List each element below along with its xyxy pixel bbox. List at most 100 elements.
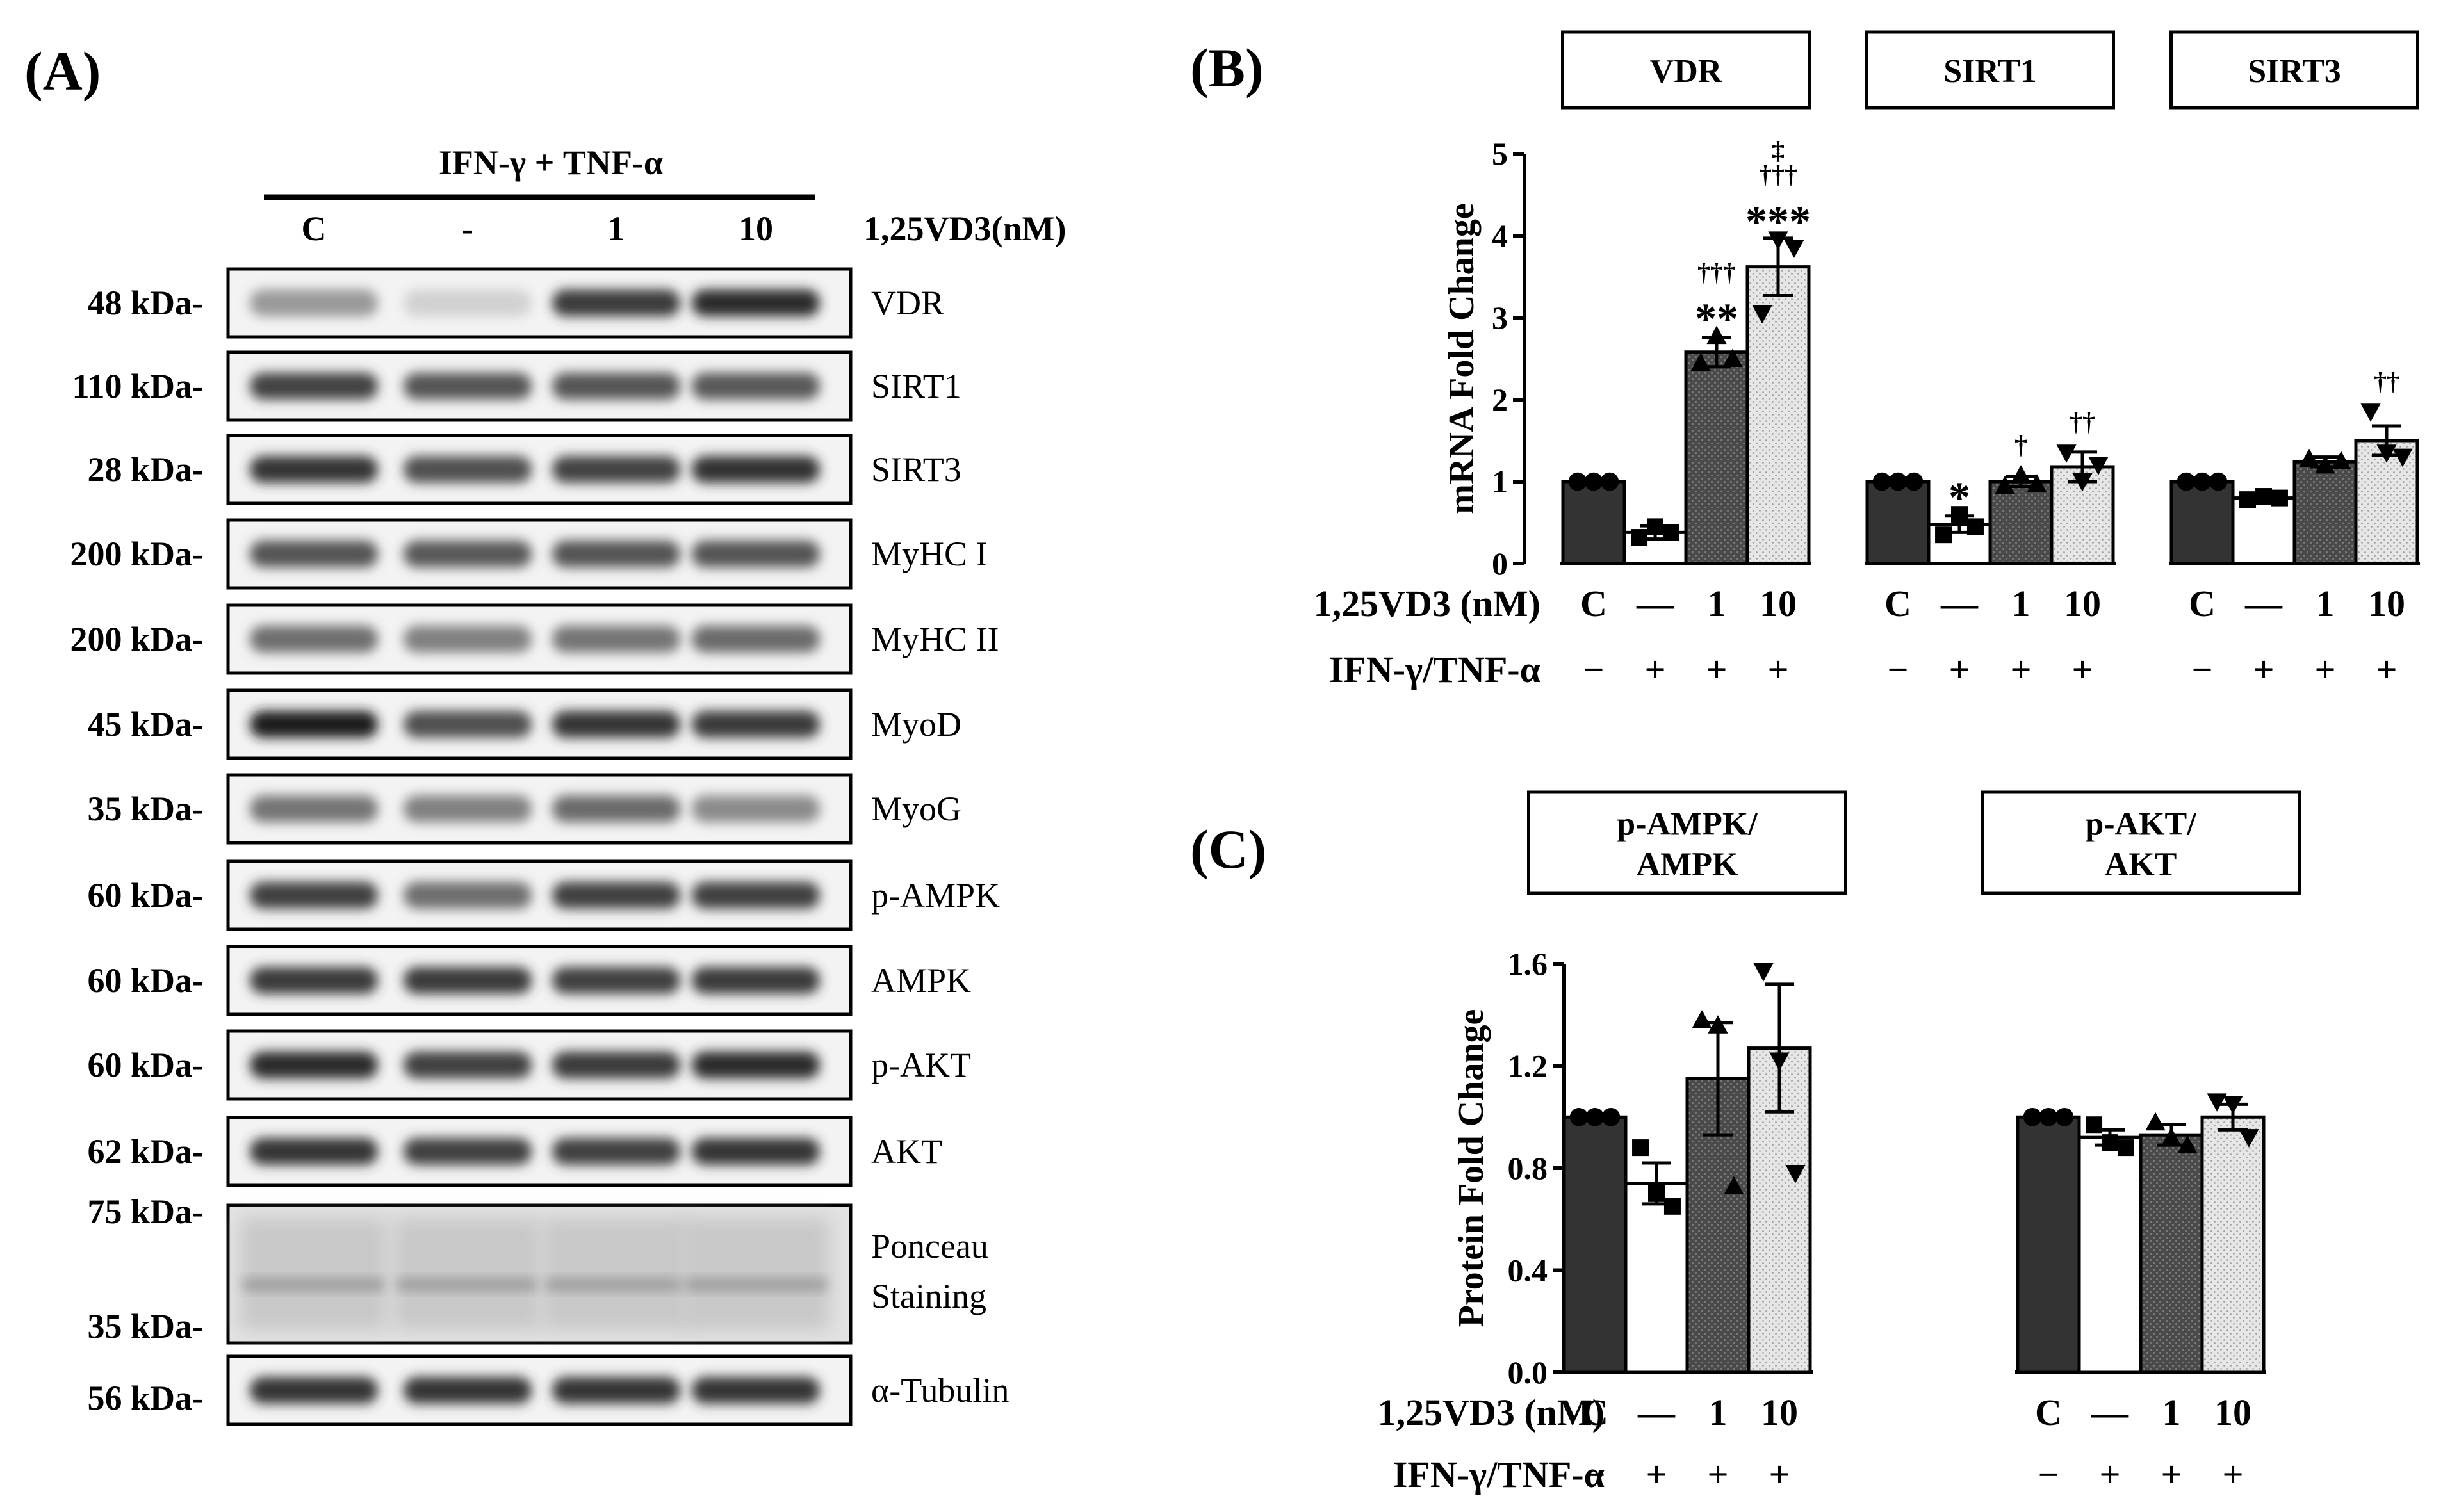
- blot-band: [250, 541, 378, 567]
- significance-mark: †: [2014, 430, 2027, 459]
- panel-label-b: (B): [1190, 37, 1264, 99]
- y-tick-label: 0.0: [1508, 1354, 1548, 1390]
- panel-label-c: (C): [1190, 818, 1266, 880]
- y-tick-label: 4: [1492, 218, 1508, 254]
- data-point: [1568, 472, 1587, 491]
- group-title-box: [2169, 30, 2419, 110]
- x-category-label: —: [1940, 583, 1979, 624]
- data-point: [2223, 1096, 2243, 1114]
- treatment-sign: −: [1584, 1454, 1605, 1495]
- treatment-sign: +: [2376, 649, 2397, 690]
- group-title-box: [1561, 30, 1811, 110]
- blot-band: [552, 1052, 680, 1078]
- x-category-label: 1: [2012, 583, 2030, 624]
- x-category-label: C: [1580, 583, 1607, 624]
- ponceau-smear: [682, 1218, 829, 1330]
- blot-band: [552, 541, 680, 567]
- panel-label-a: (A): [24, 40, 101, 102]
- blot-band: [692, 456, 820, 483]
- treatment-sign: +: [1644, 649, 1665, 690]
- bar: [1561, 480, 1626, 565]
- molecular-weight-label: 35 kDa-: [87, 1307, 204, 1345]
- blot-band: [404, 373, 532, 400]
- data-point: [2177, 472, 2196, 491]
- y-tick-label: 2: [1492, 382, 1508, 418]
- data-point: [2177, 1135, 2198, 1154]
- y-tick-label: 0.4: [1508, 1253, 1548, 1288]
- data-point: [1692, 1010, 1712, 1028]
- blot-protein-name: VDR: [871, 284, 944, 322]
- blot-band: [404, 1052, 532, 1078]
- data-point: [2271, 489, 2288, 507]
- treatment-sign: +: [2010, 649, 2031, 690]
- y-tick-label: 1: [1492, 464, 1508, 500]
- blot-band: [250, 1052, 378, 1078]
- blot-band: [692, 1138, 820, 1165]
- x-row-label-treatment: IFN-γ/TNF-α: [1329, 649, 1540, 690]
- y-tick-label: 3: [1492, 300, 1508, 336]
- blot-row: 60 kDa- AMPK: [87, 945, 971, 1016]
- significance-mark: ††: [2070, 407, 2095, 436]
- data-point: [2299, 448, 2319, 467]
- dose-label: 1,25VD3(nM): [863, 209, 1066, 248]
- data-point: [2392, 448, 2413, 467]
- blot-band: [552, 1377, 680, 1404]
- molecular-weight-label: 200 kDa-: [70, 620, 204, 658]
- data-point: [2023, 1107, 2042, 1126]
- data-point: [2207, 1093, 2227, 1112]
- ponceau-band: [546, 1279, 687, 1290]
- data-point: [1585, 1107, 1605, 1126]
- treatment-sign: +: [1949, 649, 1970, 690]
- bar: [1747, 1046, 1812, 1374]
- blot-row: 200 kDa- MyHC II: [70, 603, 999, 675]
- molecular-weight-label: 56 kDa-: [87, 1379, 204, 1417]
- treatment-sign: −: [2038, 1454, 2059, 1495]
- treatment-header: IFN-γ + TNF-α: [439, 143, 663, 182]
- blot-protein-name: MyHC II: [871, 620, 999, 658]
- lane-label: C: [302, 209, 327, 248]
- significance-mark: ††: [2374, 367, 2399, 396]
- blot-band: [692, 795, 820, 822]
- data-point: [1752, 305, 1772, 324]
- lane-label: -: [462, 209, 473, 248]
- blot-band: [552, 1138, 680, 1165]
- ponceau-band: [397, 1279, 538, 1290]
- data-point: [1785, 1164, 1806, 1183]
- data-point: [1722, 348, 1743, 367]
- blot-band: [692, 1052, 820, 1078]
- blot-band: [404, 626, 532, 653]
- blot-band: [250, 1138, 378, 1165]
- data-point: [2072, 473, 2093, 492]
- blot-protein-name: Ponceau: [871, 1227, 988, 1265]
- x-category-label: 1: [1709, 1392, 1728, 1433]
- significance-mark: †††: [1759, 160, 1797, 189]
- significance-mark: ‡: [1772, 136, 1785, 165]
- molecular-weight-label: 60 kDa-: [87, 1046, 204, 1084]
- blot-protein-name: p-AKT: [871, 1046, 971, 1084]
- significance-mark: *: [1949, 473, 1970, 521]
- data-point: [1648, 1185, 1665, 1202]
- data-point: [1784, 240, 1804, 258]
- blot-band: [692, 967, 820, 994]
- blot-protein-name: AMPK: [871, 961, 971, 1000]
- data-point: [1753, 963, 1774, 982]
- blot-band: [404, 711, 532, 738]
- blot-band: [552, 795, 680, 822]
- data-point: [2376, 444, 2397, 463]
- ponceau-band: [243, 1279, 384, 1290]
- y-tick-label: 0.8: [1508, 1150, 1548, 1186]
- x-row-label-dose: 1,25VD3 (nM): [1314, 583, 1540, 624]
- molecular-weight-label: 60 kDa-: [87, 876, 204, 915]
- x-row-label-dose: 1,25VD3 (nM): [1378, 1392, 1605, 1433]
- blot-band: [404, 1377, 532, 1404]
- data-point: [1690, 352, 1711, 371]
- blot-protein-name: p-AMPK: [871, 876, 1000, 915]
- x-category-label: C: [1884, 583, 1911, 624]
- treatment-sign: +: [1769, 1454, 1790, 1495]
- data-point: [1995, 475, 2015, 494]
- blot-band: [552, 456, 680, 483]
- bar: [1865, 480, 1931, 565]
- blot-row: 56 kDa-α-Tubulin: [87, 1354, 1009, 1426]
- group-title: AMPK: [1637, 847, 1738, 883]
- treatment-sign: +: [2314, 649, 2335, 690]
